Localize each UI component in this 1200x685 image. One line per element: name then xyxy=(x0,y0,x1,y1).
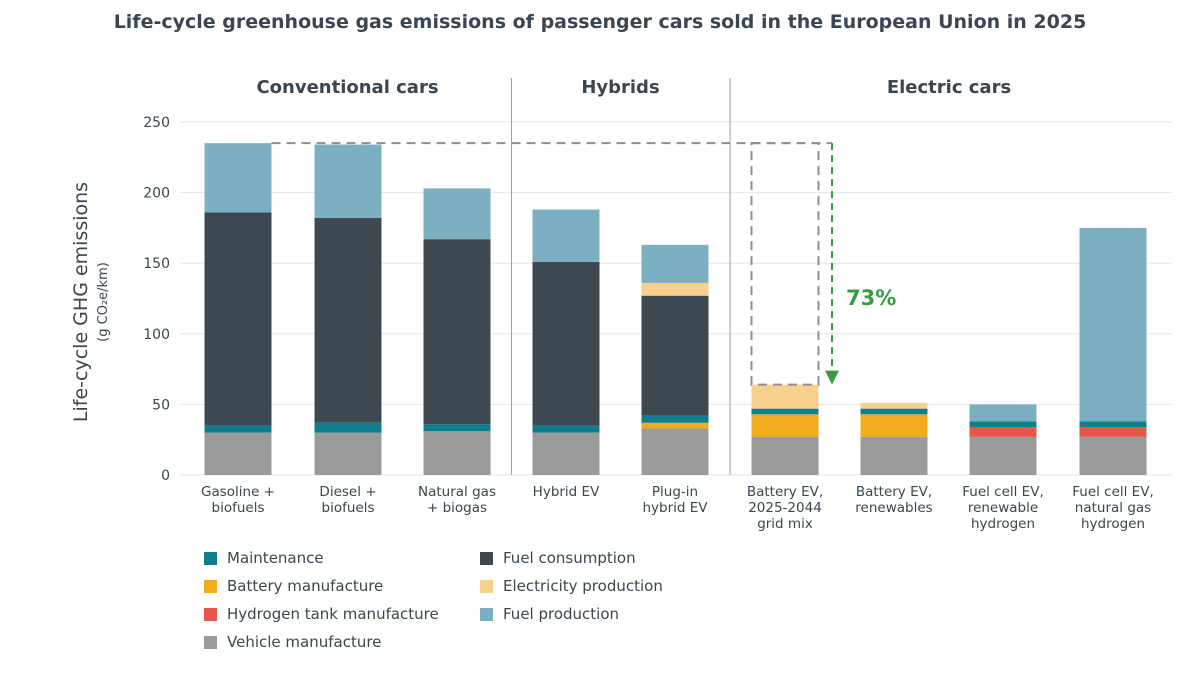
x-tick-label: Diesel + biofuels xyxy=(319,484,376,516)
bar-segment xyxy=(751,436,819,475)
reduction-label: 73% xyxy=(846,286,896,310)
group-label: Conventional cars xyxy=(256,77,438,98)
bar-segment xyxy=(969,436,1037,475)
bar-segment xyxy=(641,428,709,475)
y-axis-label: Life-cycle GHG emissions xyxy=(70,182,92,422)
legend-item: Vehicle manufacture xyxy=(204,632,480,652)
bar-segment xyxy=(641,415,709,423)
bar-segment xyxy=(423,424,491,432)
bar-segment xyxy=(532,209,600,262)
bar-segment xyxy=(204,143,272,213)
legend-swatch xyxy=(204,579,217,593)
bar-segment xyxy=(1079,436,1147,475)
reduction-arrowhead xyxy=(825,370,839,385)
y-tick-label: 100 xyxy=(143,327,170,343)
legend-swatch xyxy=(480,551,493,565)
bar-segment xyxy=(641,244,709,283)
reduction-box xyxy=(750,142,820,386)
x-tick-label: Plug-in hybrid EV xyxy=(642,484,708,516)
x-tick-label: Natural gas + biogas xyxy=(418,484,496,516)
bar-segment xyxy=(314,422,382,433)
bar-segment xyxy=(751,408,819,415)
bar-segment xyxy=(423,239,491,425)
reduction-annotation: 73% xyxy=(271,142,896,386)
bar-segment xyxy=(1079,426,1147,437)
y-axis-units: (g CO₂e/km) xyxy=(96,262,111,342)
bar-segment xyxy=(314,432,382,475)
legend-label: Battery manufacture xyxy=(227,577,384,595)
bar-segment xyxy=(969,421,1037,427)
bar-segment xyxy=(860,408,928,415)
legend-label: Electricity production xyxy=(503,577,663,595)
legend-item: Electricity production xyxy=(480,576,710,596)
bar-segment xyxy=(423,188,491,240)
bar-segment xyxy=(204,432,272,475)
chart-title: Life-cycle greenhouse gas emissions of p… xyxy=(114,11,1087,33)
group-label: Electric cars xyxy=(887,77,1011,98)
bar-segment xyxy=(1079,421,1147,427)
group-labels: Conventional cars Hybrids Electric cars xyxy=(256,77,1011,98)
legend-label: Hydrogen tank manufacture xyxy=(227,605,439,623)
bar-segment xyxy=(641,282,709,296)
legend-label: Fuel production xyxy=(503,605,620,623)
legend-item: Maintenance xyxy=(204,548,480,568)
bar-segment xyxy=(860,436,928,475)
y-tick-label: 250 xyxy=(143,115,170,131)
y-tick-label: 50 xyxy=(152,397,170,413)
y-tick-label: 200 xyxy=(143,186,170,202)
bar-segment xyxy=(204,212,272,426)
legend-swatch xyxy=(204,551,217,565)
bar-segment xyxy=(204,425,272,433)
bar-segment xyxy=(532,425,600,433)
y-tick-label: 0 xyxy=(161,468,170,484)
y-tick-label: 150 xyxy=(143,256,170,272)
x-tick-label: Hybrid EV xyxy=(533,484,600,500)
legend-item: Battery manufacture xyxy=(204,576,480,596)
bar-segment xyxy=(1079,227,1147,422)
legend-swatch xyxy=(480,579,493,593)
y-axis: 0 50 100 150 200 250 xyxy=(143,115,170,484)
legend-swatch xyxy=(204,607,217,621)
bar-segment xyxy=(751,414,819,437)
group-label: Hybrids xyxy=(581,77,659,98)
bar-segment xyxy=(969,426,1037,437)
legend-item: Hydrogen tank manufacture xyxy=(204,604,480,624)
x-tick-label: Battery EV, renewables xyxy=(855,484,932,516)
bar-segment xyxy=(423,431,491,475)
x-axis-labels: Gasoline + biofuels Diesel + biofuels Natura… xyxy=(201,484,1154,532)
legend: Maintenance Fuel consumption Battery manuf… xyxy=(204,548,710,652)
x-tick-label: Battery EV, 2025-2044 grid mix xyxy=(747,484,823,532)
bars xyxy=(204,143,1147,475)
x-tick-label: Gasoline + biofuels xyxy=(201,484,275,516)
legend-swatch xyxy=(480,607,493,621)
legend-item: Fuel consumption xyxy=(480,548,710,568)
bar-segment xyxy=(751,384,819,409)
x-tick-label: Fuel cell EV, natural gas hydrogen xyxy=(1072,484,1154,532)
bar-segment xyxy=(860,414,928,437)
legend-label: Vehicle manufacture xyxy=(227,633,382,651)
bar-segment xyxy=(532,261,600,426)
bar-segment xyxy=(314,218,382,423)
legend-label: Maintenance xyxy=(227,549,324,567)
legend-swatch xyxy=(204,635,217,649)
bar-segment xyxy=(641,295,709,416)
bar-segment xyxy=(860,402,928,409)
legend-item: Fuel production xyxy=(480,604,710,624)
bar-segment xyxy=(641,422,709,429)
x-tick-label: Fuel cell EV, renewable hydrogen xyxy=(962,484,1044,532)
bar-segment xyxy=(969,404,1037,422)
bar-segment xyxy=(532,432,600,475)
bar-segment xyxy=(314,144,382,219)
legend-label: Fuel consumption xyxy=(503,549,636,567)
